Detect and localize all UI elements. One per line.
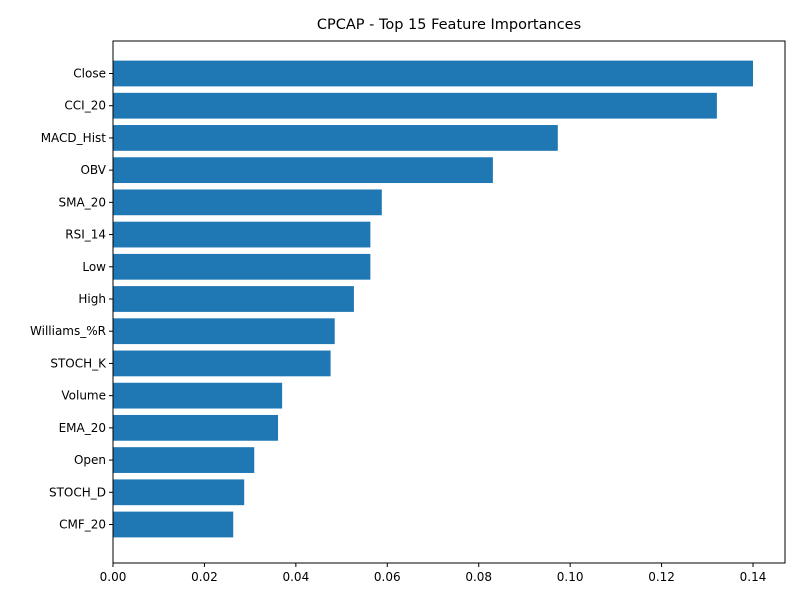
- x-tick-label-0: 0.00: [100, 570, 127, 584]
- y-tick-label-cci-20: CCI_20: [64, 99, 106, 113]
- x-tick-label-4: 0.08: [465, 570, 492, 584]
- chart-title: CPCAP - Top 15 Feature Importances: [317, 17, 581, 33]
- y-tick-label-rsi-14: RSI_14: [65, 228, 106, 242]
- y-tick-label-high: High: [78, 292, 106, 306]
- y-tick-label-stoch-d: STOCH_D: [49, 485, 106, 499]
- bar-high: [113, 286, 354, 312]
- bars-group: [113, 60, 753, 538]
- bar-cmf-20: [113, 511, 234, 538]
- y-tick-label-cmf-20: CMF_20: [59, 518, 106, 532]
- y-tick-label-stoch-k: STOCH_K: [50, 356, 107, 370]
- bar-ema-20: [113, 414, 279, 441]
- bar-close: [113, 60, 753, 87]
- bar-volume: [113, 382, 283, 409]
- x-tick-label-6: 0.12: [648, 570, 675, 584]
- bar-sma-20: [113, 189, 382, 216]
- y-tick-label-obv: OBV: [80, 163, 106, 177]
- y-tick-label-williams-r: Williams_%R: [30, 324, 106, 338]
- y-tick-label-ema-20: EMA_20: [59, 421, 106, 435]
- y-tick-label-close: Close: [73, 67, 106, 81]
- bar-low: [113, 253, 371, 280]
- y-tick-label-open: Open: [74, 453, 106, 467]
- x-tick-label-5: 0.10: [557, 570, 584, 584]
- y-tick-label-low: Low: [82, 260, 106, 274]
- x-tick-label-2: 0.04: [282, 570, 309, 584]
- y-tick-label-sma-20: SMA_20: [59, 195, 106, 209]
- bar-cci-20: [113, 92, 717, 119]
- y-axis: Close CCI_20 MACD_Hist OBV SMA_20 RSI_14 Low Hi…: [30, 67, 113, 532]
- bar-obv: [113, 157, 493, 184]
- x-axis: 0.00 0.02 0.04 0.06 0.08 0.10 0.12 0.14: [100, 563, 767, 584]
- x-tick-label-3: 0.06: [374, 570, 401, 584]
- bar-williams-r: [113, 318, 335, 345]
- bar-stoch-k: [113, 350, 331, 377]
- bar-macd-hist: [113, 125, 558, 151]
- bar-open: [113, 447, 255, 473]
- plot-frame: [112, 40, 786, 564]
- x-tick-label-1: 0.02: [191, 570, 218, 584]
- y-tick-label-volume: Volume: [61, 389, 106, 403]
- bar-rsi-14: [113, 221, 371, 248]
- y-tick-label-macd-hist: MACD_Hist: [41, 131, 107, 145]
- x-tick-label-7: 0.14: [740, 570, 767, 584]
- bar-stoch-d: [113, 479, 245, 506]
